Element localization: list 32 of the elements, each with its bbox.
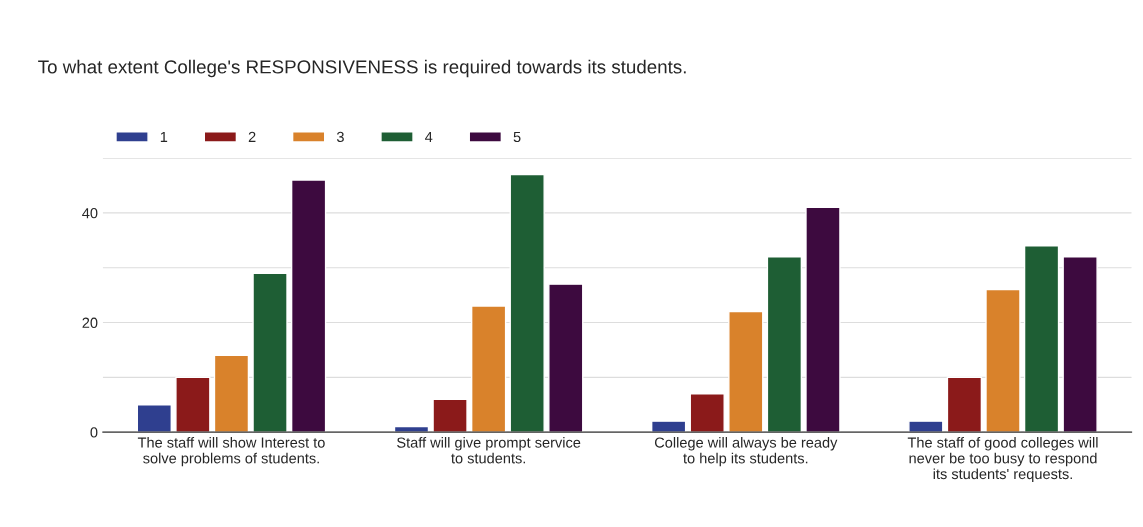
bar: [432, 398, 468, 433]
x-tick-label: College will always be ready to help its students.: [654, 437, 838, 467]
bar: [908, 420, 944, 433]
bar: [805, 206, 841, 433]
bar: [290, 179, 327, 433]
legend-label: 2: [248, 131, 256, 142]
bar: [175, 376, 211, 433]
x-tick-label: Staff will give prompt service to students.: [397, 437, 581, 464]
y-tick-label: 20: [82, 317, 98, 328]
bar: [1062, 256, 1098, 433]
bar: [689, 393, 725, 433]
legend-label: 4: [425, 131, 433, 142]
bar: [650, 420, 687, 433]
bar: [470, 305, 507, 433]
y-tick-label: 40: [82, 208, 98, 219]
legend-label: 5: [513, 131, 521, 143]
y-tick-label: 0: [90, 427, 98, 438]
bar: [509, 173, 545, 433]
bar: [252, 272, 288, 433]
bar: [136, 404, 172, 433]
legend-label: 3: [336, 131, 344, 143]
x-tick-label: The staff will show Interest to solve problems of students.: [137, 437, 325, 467]
bar: [1023, 245, 1060, 433]
legend-label: 1: [160, 131, 168, 142]
bar: [548, 283, 584, 433]
bar: [946, 376, 983, 433]
chart-title: To what extent College's RESPONSIVENESS is required towards its students.: [38, 59, 686, 78]
bar: [728, 310, 764, 433]
bar: [213, 354, 250, 433]
bar: [766, 256, 803, 433]
x-tick-label: The staff of good colleges will never be too busy to respond its students' requests.: [907, 437, 1098, 483]
bar: [985, 288, 1021, 433]
